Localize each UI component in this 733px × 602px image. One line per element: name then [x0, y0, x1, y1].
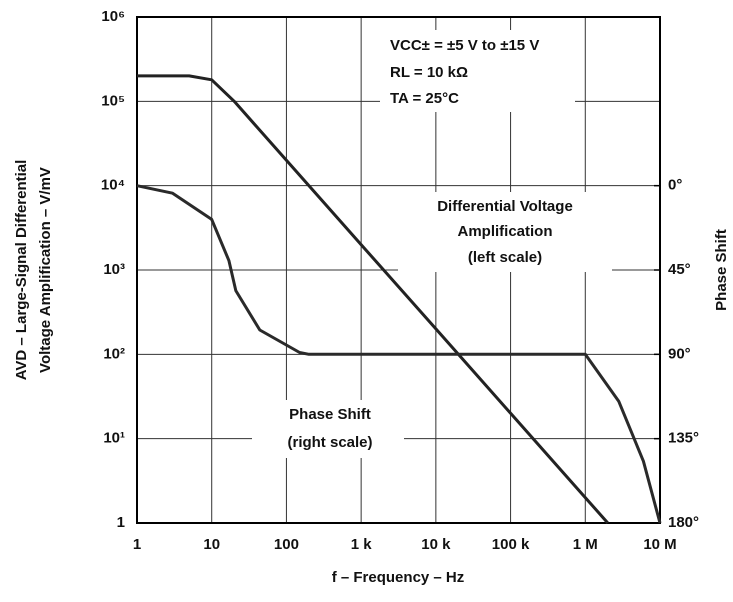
- annotation: Differential Voltage: [437, 198, 573, 215]
- annotation-box: [380, 30, 575, 112]
- y-tick-label: 10⁶: [101, 8, 125, 25]
- annotation: (right scale): [287, 434, 372, 451]
- annotation: TA = 25°C: [390, 90, 459, 107]
- annotation: (left scale): [468, 249, 542, 266]
- x-tick-label: 1 k: [351, 536, 373, 553]
- y-tick-label: 10⁵: [101, 92, 125, 109]
- y-tick-label: 10¹: [103, 430, 125, 447]
- x-axis-label: f – Frequency – Hz: [332, 569, 465, 586]
- annotation-box: [252, 400, 404, 458]
- annotation: VCC± = ±5 V to ±15 V: [390, 37, 539, 54]
- y2-tick-label: 135°: [668, 430, 699, 447]
- y2-tick-label: 90°: [668, 345, 691, 362]
- x-tick-label: 10 k: [421, 536, 451, 553]
- y2-axis-label: Phase Shift: [713, 229, 730, 311]
- annotation-box: [398, 192, 612, 272]
- x-tick-label: 10 M: [643, 536, 676, 553]
- x-tick-label: 1 M: [573, 536, 598, 553]
- x-tick-label: 1: [133, 536, 141, 553]
- series-line: [137, 74, 609, 524]
- y-tick-label: 1: [117, 514, 125, 531]
- series-line: [136, 184, 662, 524]
- annotation: Amplification: [457, 223, 552, 240]
- y-tick-label: 10⁴: [101, 177, 125, 194]
- annotation: Phase Shift: [289, 406, 371, 423]
- x-tick-label: 100: [274, 536, 299, 553]
- annotation: RL = 10 kΩ: [390, 64, 468, 81]
- y-tick-label: 10³: [103, 261, 125, 278]
- y-tick-label: 10²: [103, 345, 125, 362]
- y2-tick-label: 45°: [668, 261, 691, 278]
- y-axis-label: Voltage Amplification – V/mV: [37, 167, 54, 373]
- y-axis-label: AVD – Large-Signal Differential: [13, 160, 30, 381]
- y2-tick-label: 0°: [668, 177, 682, 194]
- x-tick-label: 100 k: [492, 536, 530, 553]
- x-tick-label: 10: [203, 536, 220, 553]
- y2-tick-label: 180°: [668, 514, 699, 531]
